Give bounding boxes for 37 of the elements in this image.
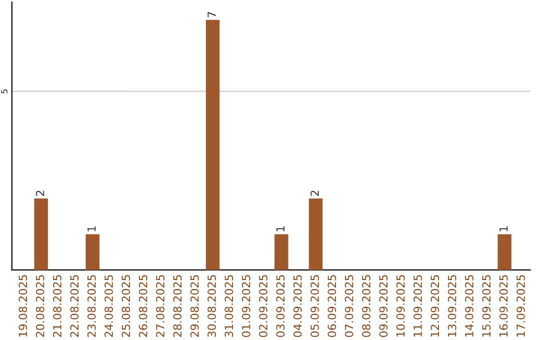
x-tick-label: 30.08.2025 xyxy=(208,275,216,337)
x-tick-label: 10.09.2025 xyxy=(396,275,405,337)
x-tick-label: 20.08.2025 xyxy=(36,275,44,337)
x-tick-label: 05.09.2025 xyxy=(310,275,319,338)
x-tick-label: 14.09.2025 xyxy=(465,275,474,337)
data-label: 2 xyxy=(310,190,319,196)
x-tick-label: 02.09.2025 xyxy=(259,275,268,338)
x-tick-label: 08.09.2025 xyxy=(362,275,370,338)
x-tick-label: 31.08.2025 xyxy=(224,275,234,337)
data-label: 1 xyxy=(276,226,284,232)
x-tick-label: 03.09.2025 xyxy=(276,275,285,338)
x-tick-label: 12.09.2025 xyxy=(430,275,440,337)
x-tick-label: 16.09.2025 xyxy=(499,275,508,337)
x-tick-label: 09.09.2025 xyxy=(379,275,388,338)
x-tick-label: 19.08.2025 xyxy=(18,275,28,337)
x-tick-label: 06.09.2025 xyxy=(328,275,336,338)
x-tick-label: 04.09.2025 xyxy=(293,275,302,338)
y-tick-label: 5 xyxy=(1,89,8,94)
x-tick-label: 21.08.2025 xyxy=(53,275,62,337)
x-tick-label: 26.08.2025 xyxy=(138,275,148,337)
data-label: 1 xyxy=(88,226,96,232)
x-tick-label: 17.09.2025 xyxy=(516,275,525,337)
x-tick-label: 28.08.2025 xyxy=(173,275,182,337)
x-tick-label: 01.09.2025 xyxy=(242,275,250,338)
data-label: 1 xyxy=(499,226,508,232)
x-tick-label: 24.08.2025 xyxy=(104,275,113,337)
x-tick-label: 27.08.2025 xyxy=(156,275,164,337)
x-tick-label: 07.09.2025 xyxy=(344,275,354,338)
data-label: 7 xyxy=(208,12,216,18)
x-tick-label: 11.09.2025 xyxy=(414,275,422,337)
x-tick-label: 23.08.2025 xyxy=(87,275,96,337)
x-tick-label: 29.08.2025 xyxy=(190,275,199,337)
x-tick-label: 13.09.2025 xyxy=(448,275,456,337)
x-tick-label: 22.08.2025 xyxy=(70,275,79,337)
data-label: 2 xyxy=(36,190,44,196)
x-tick-label: 25.08.2025 xyxy=(122,275,130,337)
x-tick-label: 15.09.2025 xyxy=(482,275,491,337)
